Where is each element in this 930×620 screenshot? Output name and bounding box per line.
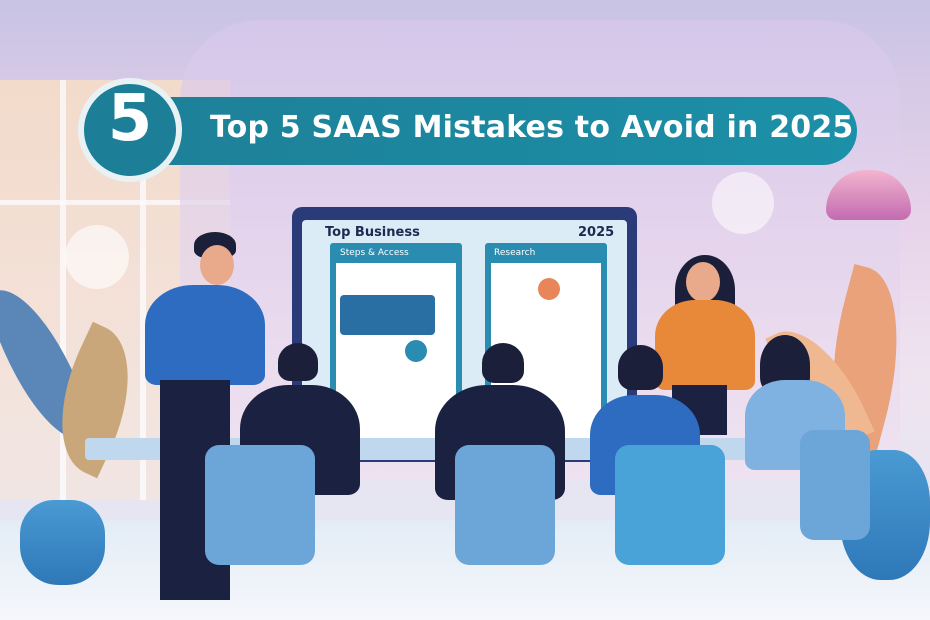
panel-left-label: Steps & Access — [340, 248, 409, 258]
number-text: 5 — [107, 82, 153, 156]
seated-person-hair — [278, 343, 318, 381]
lightbulb-icon — [65, 225, 129, 289]
presenter-head — [200, 245, 234, 285]
screen-icon-orange — [538, 278, 560, 300]
screen-icon-blue — [405, 340, 427, 362]
chair — [615, 445, 725, 565]
presenter-woman-head — [686, 262, 720, 302]
presenter-woman — [655, 300, 755, 390]
title-text: Top 5 SAAS Mistakes to Avoid in 2025 — [210, 110, 854, 145]
chair — [205, 445, 315, 565]
document-icon — [712, 172, 774, 234]
chair — [455, 445, 555, 565]
screen-title: Top Business — [325, 225, 420, 240]
panel-right-label: Research — [494, 248, 536, 258]
screen-chart-block — [340, 295, 435, 335]
seated-person-hair — [482, 343, 524, 383]
plant-pot-left — [20, 500, 105, 585]
presenter-man — [145, 285, 265, 385]
screen-year: 2025 — [578, 225, 615, 240]
seated-person-hair — [618, 345, 663, 390]
chair — [800, 430, 870, 540]
title-banner — [100, 97, 857, 165]
number-badge — [78, 78, 182, 182]
